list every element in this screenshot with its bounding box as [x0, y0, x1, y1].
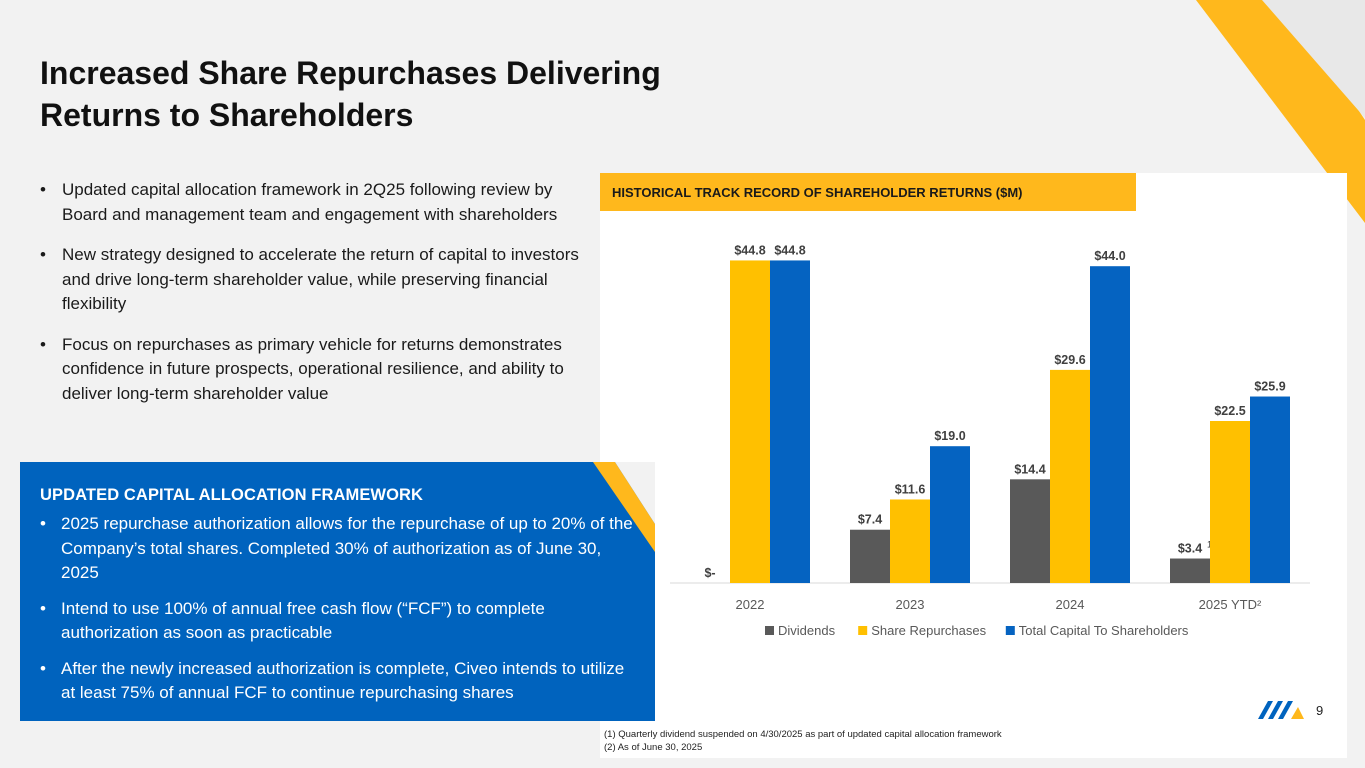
bar	[730, 260, 770, 583]
framework-heading: UPDATED CAPITAL ALLOCATION FRAMEWORK	[40, 486, 424, 504]
bar	[890, 499, 930, 583]
intro-bullet-list: Updated capital allocation framework in …	[40, 178, 585, 422]
page-title: Increased Share Repurchases Delivering R…	[40, 55, 661, 133]
framework-bullet: 2025 repurchase authorization allows for…	[40, 512, 640, 586]
intro-bullet: Updated capital allocation framework in …	[40, 178, 585, 227]
bar	[850, 529, 890, 583]
bar	[1090, 266, 1130, 583]
bar	[770, 260, 810, 583]
legend-label: Share Repurchases	[871, 623, 986, 638]
data-label: $-	[704, 566, 715, 580]
intro-bullet: New strategy designed to accelerate the …	[40, 243, 585, 317]
framework-bullet: Intend to use 100% of annual free cash f…	[40, 597, 640, 646]
x-tick-label: 2024	[1056, 597, 1085, 612]
footnote: (1) Quarterly dividend suspended on 4/30…	[604, 729, 1002, 740]
data-label: $25.9	[1254, 380, 1285, 394]
data-label: $14.4	[1014, 462, 1045, 476]
bar	[1210, 421, 1250, 583]
data-label: $22.5	[1214, 404, 1245, 418]
shareholder-returns-chart: $- $44.8 $44.8 2022 $7.4 $11.6 $19.0 2023 $14.4 $…	[670, 243, 1310, 638]
data-label: $44.0	[1094, 249, 1125, 263]
legend-swatch	[765, 626, 774, 635]
data-label: $7.4	[858, 513, 882, 527]
footnote-marker: 1	[1207, 540, 1212, 550]
data-label: $11.6	[895, 482, 926, 496]
intro-bullet: Focus on repurchases as primary vehicle …	[40, 333, 585, 407]
data-label: $44.8	[734, 243, 765, 257]
bar	[1050, 369, 1090, 583]
legend-swatch	[1005, 626, 1015, 635]
bar	[1010, 479, 1050, 583]
x-tick-label: 2022	[736, 597, 765, 612]
capital-allocation-framework-box: UPDATED CAPITAL ALLOCATION FRAMEWORK 202…	[20, 462, 655, 721]
footnotes: (1) Quarterly dividend suspended on 4/30…	[604, 728, 1002, 754]
data-label: $29.6	[1054, 353, 1085, 367]
framework-bullet-list: 2025 repurchase authorization allows for…	[40, 512, 640, 717]
x-tick-label: 2023	[896, 597, 925, 612]
page-number: 9	[1316, 703, 1324, 718]
data-label: $44.8	[774, 243, 805, 257]
legend-label: Dividends	[778, 623, 836, 638]
data-label: $3.4	[1178, 542, 1202, 556]
footnote: (2) As of June 30, 2025	[604, 742, 703, 753]
x-tick-label: 2025 YTD²	[1199, 597, 1262, 612]
bar	[930, 446, 970, 583]
bar	[1250, 396, 1290, 583]
framework-bullet: After the newly increased authorization …	[40, 657, 640, 706]
data-label: $19.0	[934, 429, 965, 443]
chart-header: HISTORICAL TRACK RECORD OF SHAREHOLDER R…	[600, 173, 1136, 211]
legend-label: Total Capital To Shareholders	[1019, 623, 1189, 638]
bar	[1170, 558, 1210, 583]
box-stripe-decoration	[593, 462, 655, 552]
legend-swatch	[858, 626, 868, 635]
company-logo	[1258, 701, 1304, 719]
